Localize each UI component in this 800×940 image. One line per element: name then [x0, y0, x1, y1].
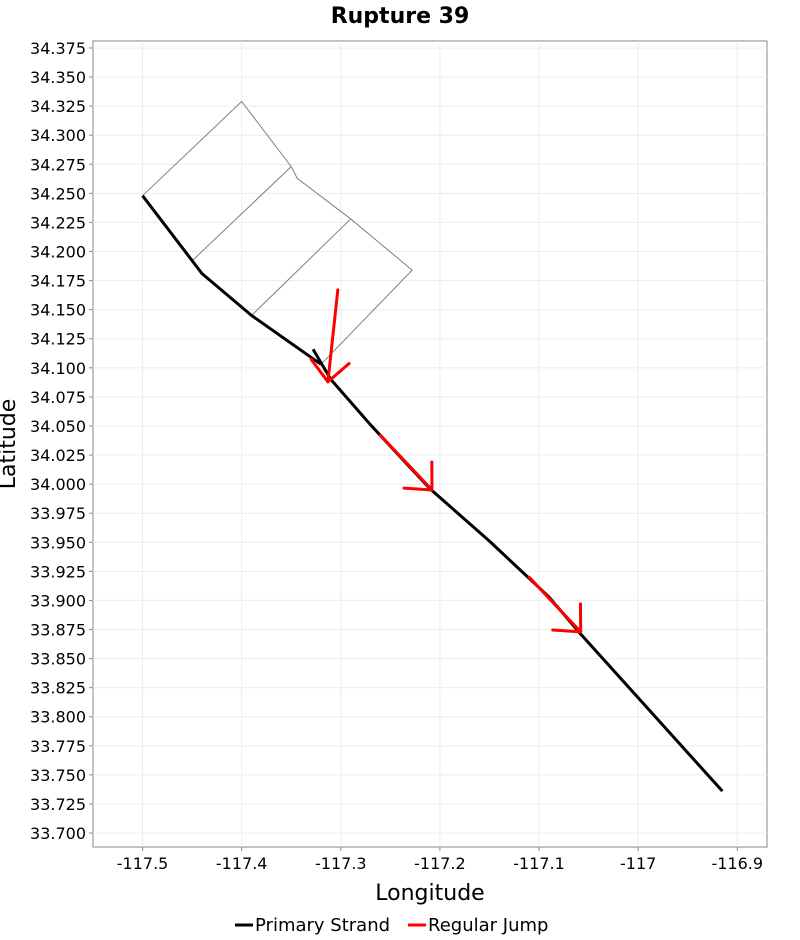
y-tick-label: 34.275 [30, 155, 86, 174]
y-tick-label: 34.050 [30, 417, 86, 436]
y-tick-label: 33.975 [30, 504, 86, 523]
y-tick-label: 34.075 [30, 388, 86, 407]
y-axis-ticks: 33.700 33.725 33.750 33.775 33.800 33.825 33.8… [30, 39, 93, 843]
regular-jumps [309, 288, 583, 634]
y-tick-label: 34.300 [30, 126, 86, 145]
y-tick-label: 34.175 [30, 272, 86, 291]
y-tick-label: 33.800 [30, 708, 86, 727]
jump-arrowhead [402, 486, 434, 492]
y-tick-label: 33.850 [30, 650, 86, 669]
jump-arrowhead [551, 628, 583, 634]
jump-line [378, 433, 434, 492]
x-tick-label: -117 [620, 854, 656, 873]
y-tick-label: 34.375 [30, 39, 86, 58]
fault-outline-edge [142, 100, 413, 365]
legend-label-primary-strand: Primary Strand [255, 915, 390, 936]
y-tick-label: 34.350 [30, 68, 86, 87]
y-tick-label: 33.875 [30, 621, 86, 640]
jump-line [326, 288, 340, 384]
fault-outline [142, 100, 413, 365]
y-tick-label: 34.150 [30, 301, 86, 320]
y-tick-label: 34.125 [30, 330, 86, 349]
y-tick-label: 33.775 [30, 737, 86, 756]
x-axis-ticks: -117.5 -117.4 -117.3 -117.2 -117.1 -117 -116.9 [117, 847, 763, 873]
y-tick-label: 34.000 [30, 475, 86, 494]
y-axis-label: Latitude [0, 399, 21, 490]
jump-arrowhead [326, 361, 351, 384]
primary-strand-segment [141, 194, 322, 366]
y-tick-label: 33.700 [30, 824, 86, 843]
gridlines [93, 41, 767, 847]
x-tick-label: -117.2 [414, 854, 466, 873]
y-tick-label: 34.025 [30, 446, 86, 465]
y-tick-label: 33.825 [30, 679, 86, 698]
plot-area [92, 40, 768, 848]
y-tick-label: 34.200 [30, 243, 86, 262]
jump-line [527, 575, 583, 634]
x-tick-label: -116.9 [711, 854, 763, 873]
y-tick-label: 33.750 [30, 766, 86, 785]
y-tick-label: 33.950 [30, 533, 86, 552]
x-tick-label: -117.3 [315, 854, 367, 873]
x-tick-label: -117.1 [513, 854, 565, 873]
fault-outline-edge [191, 166, 292, 262]
y-tick-label: 34.225 [30, 213, 86, 232]
jump-arrowhead [309, 357, 330, 384]
fault-outline-edge [251, 218, 352, 316]
legend-label-regular-jump: Regular Jump [428, 915, 548, 936]
legend: Primary Strand Regular Jump [235, 915, 548, 936]
y-tick-label: 34.325 [30, 97, 86, 116]
y-tick-label: 33.725 [30, 795, 86, 814]
chart-title: Rupture 39 [331, 4, 470, 29]
y-tick-label: 33.900 [30, 591, 86, 610]
x-axis-label: Longitude [375, 881, 484, 906]
y-tick-label: 34.100 [30, 359, 86, 378]
y-tick-label: 34.250 [30, 184, 86, 203]
y-tick-label: 33.925 [30, 562, 86, 581]
x-tick-label: -117.4 [216, 854, 268, 873]
x-tick-label: -117.5 [117, 854, 169, 873]
